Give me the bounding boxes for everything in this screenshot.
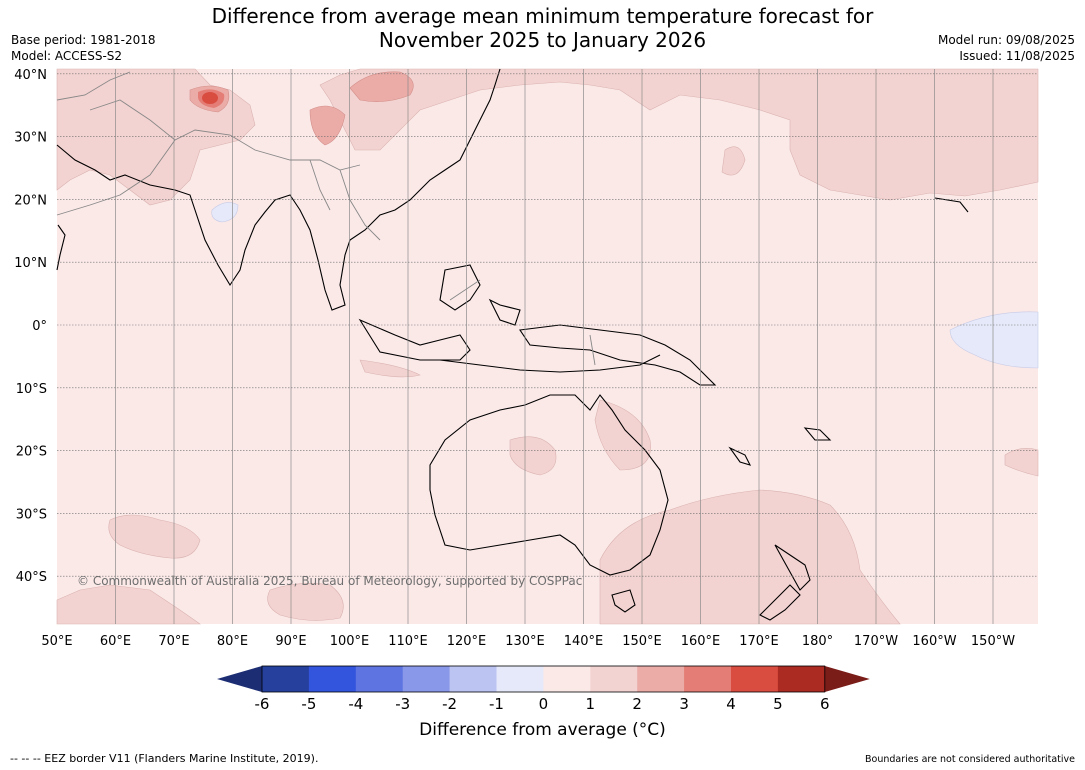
colorbar-tick-label: -5 (301, 695, 316, 713)
country-borders (56, 71, 596, 366)
colorbar-tick-label: -3 (395, 695, 410, 713)
longitude-labels: 50°E 60°E 70°E 80°E 90°E 100°E 110°E 120°E 130°E… (41, 634, 1015, 649)
anomaly-regions-5-6 (202, 92, 218, 104)
copyright-notice: © Commonwealth of Australia 2025, Bureau… (77, 574, 583, 588)
latitude-label: 10°N (14, 256, 47, 271)
colorbar-tick-label: -4 (348, 695, 363, 713)
colorbar-tick-label: -6 (255, 695, 270, 713)
longitude-gridlines (115, 69, 994, 624)
longitude-label: 60°E (100, 634, 131, 649)
colorbar-tick-label: 6 (820, 695, 830, 713)
issued-date: Issued: 11/08/2025 (959, 49, 1075, 63)
colorbar-swatch (449, 666, 497, 692)
longitude-label: 160°W (912, 634, 956, 649)
colorbar-swatch (355, 666, 404, 692)
colorbar-swatch (543, 666, 591, 692)
colorbar-over-arrow (824, 666, 870, 692)
colorbar-tick-labels: -6 -5 -4 -3 -2 -1 0 1 2 3 4 5 6 (255, 695, 830, 713)
latitude-labels: 40°N 30°N 20°N 10°N 0° 10°S 20°S 30°S 40°S (14, 68, 47, 585)
latitude-label: 30°N (14, 131, 47, 146)
colorbar-swatch (637, 666, 685, 692)
colorbar-tick-label: -2 (442, 695, 457, 713)
latitude-label: 40°S (16, 570, 47, 585)
latitude-label: 20°S (16, 445, 47, 460)
colorbar-tick-label: 0 (539, 695, 549, 713)
colorbar-swatch (308, 666, 357, 692)
longitude-label: 160°E (681, 634, 721, 649)
longitude-label: 50°E (41, 634, 72, 649)
model-run: Model run: 09/08/2025 (937, 33, 1075, 47)
eez-border-note: -- -- -- EEZ border V11 (Flanders Marine… (10, 752, 319, 765)
anomaly-regions-neg (211, 202, 1039, 369)
latitude-label: 0° (32, 319, 47, 334)
longitude-label: 80°E (217, 634, 248, 649)
longitude-label: 110°E (388, 634, 428, 649)
latitude-label: 30°S (16, 507, 47, 522)
longitude-label: 180° (802, 634, 833, 649)
colorbar-swatch (777, 666, 826, 692)
map-title: Difference from average mean minimum tem… (0, 4, 1085, 52)
longitude-label: 170°E (739, 634, 779, 649)
colorbar-label: Difference from average (°C) (419, 720, 666, 740)
boundaries-disclaimer: Boundaries are not considered authoritat… (865, 754, 1075, 765)
colorbar-tick-label: 3 (679, 695, 689, 713)
colorbar-tick-label: -1 (489, 695, 504, 713)
latitude-gridlines (57, 73, 1038, 577)
colorbar-tick-label: 2 (632, 695, 642, 713)
longitude-label: 70°E (158, 634, 189, 649)
latitude-label: 20°N (14, 193, 47, 208)
title-line-1: Difference from average mean minimum tem… (211, 4, 874, 28)
anomaly-regions-2-4 (189, 71, 414, 146)
meta-right: Model run: 09/08/2025 Issued: 11/08/2025 (938, 32, 1075, 64)
latitude-label: 10°S (16, 382, 47, 397)
longitude-label: 150°E (622, 634, 662, 649)
latitude-label: 40°N (14, 68, 47, 83)
longitude-label: 140°E (564, 634, 604, 649)
colorbar-swatch (496, 666, 544, 692)
title-line-2: November 2025 to January 2026 (378, 28, 707, 52)
colorbar-swatch (684, 666, 732, 692)
colorbar-tick-label: 4 (726, 695, 736, 713)
longitude-label: 150°W (971, 634, 1015, 649)
colorbar-frame (261, 665, 826, 693)
base-period: Base period: 1981-2018 (11, 33, 156, 47)
colorbar-tick-label: 5 (773, 695, 783, 713)
colorbar-swatch (402, 666, 451, 692)
colorbar-under-arrow (217, 666, 262, 692)
colorbar (217, 665, 870, 693)
longitude-label: 90°E (275, 634, 306, 649)
longitude-label: 100°E (330, 634, 370, 649)
longitude-label: 120°E (447, 634, 487, 649)
colorbar-tick-label: 1 (586, 695, 596, 713)
longitude-label: 170°W (854, 634, 898, 649)
model-name: Model: ACCESS-S2 (11, 49, 123, 63)
meta-left: Base period: 1981-2018 Model: ACCESS-S2 (11, 32, 156, 64)
colorbar-swatch (590, 666, 638, 692)
colorbar-swatch (262, 666, 310, 692)
colorbar-swatch (731, 666, 779, 692)
longitude-label: 130°E (505, 634, 545, 649)
